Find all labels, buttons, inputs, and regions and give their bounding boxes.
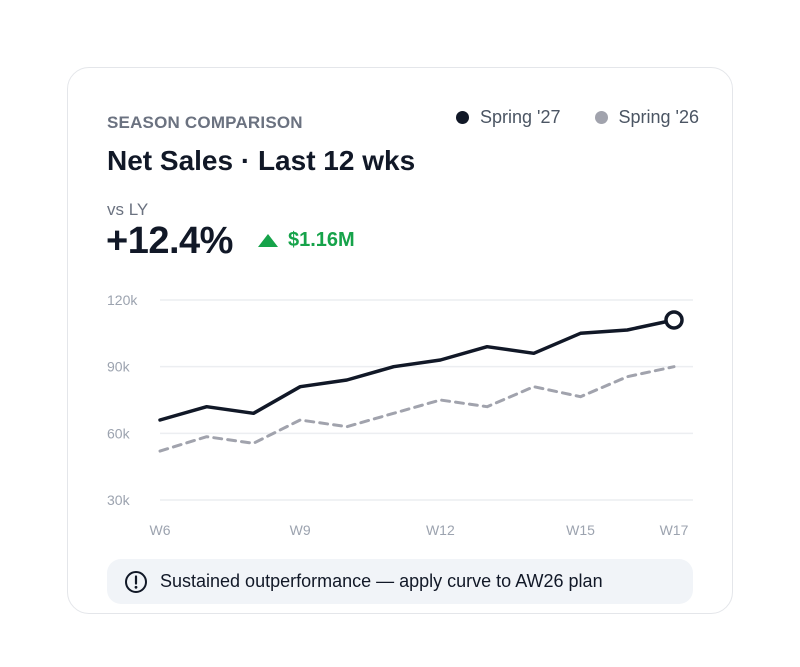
comparison-label: vs LY (107, 200, 149, 219)
eyebrow-label: SEASON COMPARISON (107, 113, 303, 132)
legend-dot-previous (594, 110, 608, 124)
chart-title: Net Sales · Last 12 wks (107, 145, 416, 176)
legend-dot-current (456, 110, 469, 124)
x-tick-label: W6 (150, 522, 171, 538)
series-line-previous (158, 365, 676, 453)
y-tick-label: 30k (107, 492, 131, 508)
y-tick-label: 120k (107, 292, 138, 308)
legend-item-current[interactable]: Spring '27 (456, 107, 561, 128)
delta-absolute: $1.16M (258, 229, 355, 252)
legend: Spring '27 Spring '26 (456, 106, 699, 128)
info-circle-icon (125, 570, 147, 593)
delta-absolute-value: $1.16M (288, 229, 355, 251)
x-tick-label: W9 (290, 522, 311, 538)
x-tick-label: W17 (660, 522, 689, 538)
x-tick-label: W15 (566, 522, 595, 538)
legend-label-current: Spring '27 (480, 106, 561, 127)
y-tick-label: 90k (107, 359, 131, 375)
x-tick-label: W12 (426, 522, 455, 538)
insight-banner: Sustained outperformance — apply curve t… (107, 559, 693, 604)
legend-label-previous: Spring '26 (618, 106, 700, 127)
latest-point-marker (664, 310, 684, 330)
delta-percent: +12.4% (106, 220, 233, 262)
insight-text: Sustained outperformance — apply curve t… (160, 571, 603, 591)
legend-item-previous[interactable]: Spring '26 (594, 106, 700, 128)
chart-card (67, 67, 733, 614)
trend-up-icon (258, 234, 278, 247)
series-line-current (158, 318, 676, 422)
y-tick-label: 60k (107, 425, 131, 441)
